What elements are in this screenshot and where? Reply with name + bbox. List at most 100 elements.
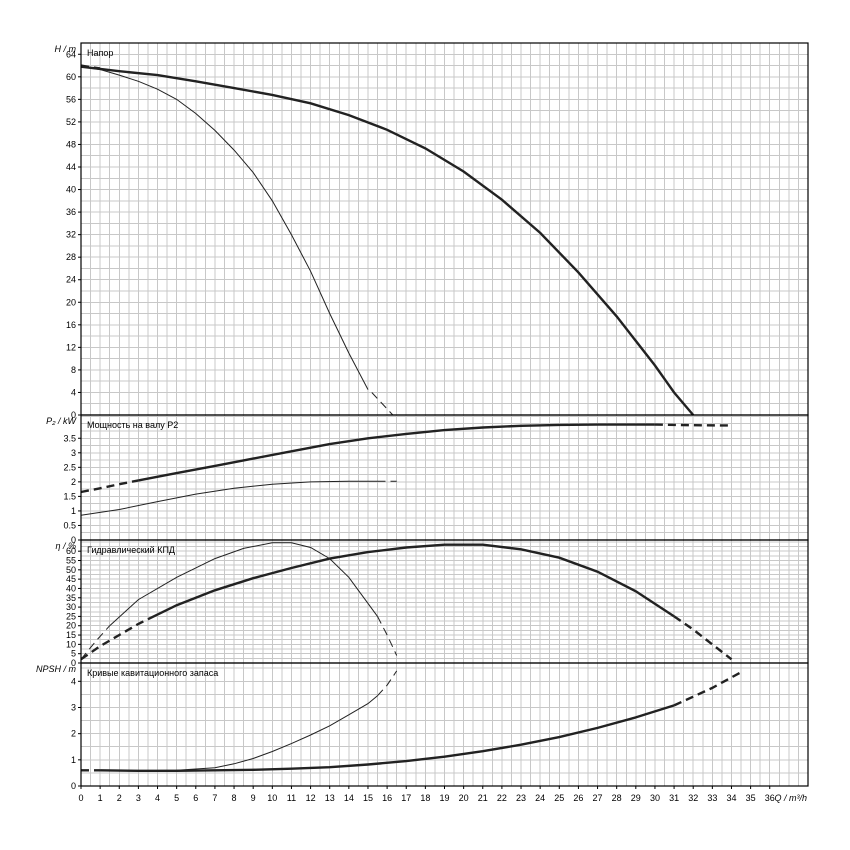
efficiency-y-tick-label: 60 [66,546,76,556]
head-y-tick-label: 20 [66,297,76,307]
x-tick-label: 11 [287,793,296,803]
power-y-tick-label: 0.5 [63,520,76,530]
efficiency-panel-title: Гидравлический КПД [87,545,175,555]
x-tick-label: 34 [726,793,736,803]
power-y-tick-label: 3.5 [63,433,76,443]
x-tick-label: 32 [688,793,698,803]
npsh-thin-dashed-curve [377,670,398,697]
npsh-bold-curve [100,704,675,772]
npsh-y-tick-label: 0 [71,781,76,791]
x-tick-label: 24 [535,793,545,803]
efficiency-y-axis-label: η / % [55,541,76,551]
efficiency-bold-dashed-curve [80,618,149,661]
efficiency-thin-curve [109,542,378,627]
efficiency-bold-curve [147,543,675,621]
x-tick-label: 19 [439,793,449,803]
x-axis-label: Q / m³/h [774,793,807,803]
x-tick-label: 2 [117,793,122,803]
x-tick-label: 36 [765,793,775,803]
power-bold-dashed-curve [80,479,139,494]
efficiency-y-tick-label: 20 [66,621,76,631]
x-tick-label: 3 [136,793,141,803]
x-tick-label: 4 [155,793,160,803]
npsh-y-tick-label: 4 [71,676,76,686]
head-y-tick-label: 4 [71,387,76,397]
x-tick-label: 26 [573,793,583,803]
efficiency-y-tick-label: 50 [66,565,76,575]
x-tick-label: 18 [420,793,430,803]
power-y-tick-label: 2 [71,477,76,487]
chart-frame [78,42,809,789]
power-y-tick-label: 1.5 [63,491,76,501]
power-y-tick-label: 1 [71,506,76,516]
efficiency-y-tick-label: 55 [66,556,76,566]
x-tick-label: 28 [612,793,622,803]
x-tick-label: 0 [78,793,83,803]
efficiency-y-tick-label: 35 [66,593,76,603]
x-tick-label: 12 [306,793,316,803]
head-bold-dashed-curve [80,64,101,70]
x-tick-label: 27 [593,793,603,803]
x-tick-label: 13 [325,793,335,803]
head-y-tick-label: 16 [66,320,76,330]
efficiency-y-tick-label: 5 [71,649,76,659]
npsh-thin-curve [100,695,378,772]
x-tick-label: 21 [478,793,488,803]
power-panel-title: Мощность на валу P2 [87,420,178,430]
head-thin-curve [80,66,369,390]
efficiency-y-tick-label: 10 [66,639,76,649]
efficiency-y-tick-label: 25 [66,611,76,621]
x-tick-label: 8 [232,793,237,803]
x-tick-label: 6 [193,793,198,803]
head-y-tick-label: 24 [66,275,76,285]
x-tick-label: 7 [212,793,217,803]
head-panel-title: Напор [87,48,113,58]
head-y-tick-label: 0 [71,410,76,420]
x-tick-label: 30 [650,793,660,803]
x-tick-label: 9 [251,793,256,803]
efficiency-thin-dashed-curve [377,616,398,656]
efficiency-bold-dashed-curve [673,615,733,661]
npsh-y-tick-label: 1 [71,755,76,765]
efficiency-y-tick-label: 0 [71,658,76,668]
x-tick-label: 23 [516,793,526,803]
x-tick-label: 14 [344,793,354,803]
x-tick-label: 22 [497,793,507,803]
head-y-tick-label: 56 [66,94,76,104]
power-y-tick-label: 2.5 [63,462,76,472]
x-tick-label: 25 [554,793,564,803]
head-y-tick-label: 36 [66,207,76,217]
x-tick-label: 20 [459,793,469,803]
npsh-y-axis-label: NPSH / m [36,664,77,674]
efficiency-y-tick-label: 40 [66,583,76,593]
head-y-tick-label: 52 [66,117,76,127]
x-tick-label: 16 [382,793,392,803]
head-bold-curve [80,65,695,416]
npsh-bold-dashed-curve [673,671,742,707]
efficiency-y-tick-label: 45 [66,574,76,584]
x-tick-label: 35 [746,793,756,803]
npsh-y-tick-label: 2 [71,729,76,739]
x-tick-label: 33 [707,793,717,803]
power-thin-curve [80,480,378,516]
head-y-tick-label: 64 [66,49,76,59]
x-tick-label: 5 [174,793,179,803]
power-y-tick-label: 3 [71,448,76,458]
head-y-axis-label: H / m [55,44,77,54]
head-y-tick-label: 40 [66,185,76,195]
power-y-tick-label: 0 [71,535,76,545]
x-tick-label: 15 [363,793,373,803]
efficiency-y-tick-label: 15 [66,630,76,640]
head-y-tick-label: 28 [66,252,76,262]
head-thin-dashed-curve [371,392,394,416]
curves [80,64,742,772]
head-y-tick-label: 12 [66,342,76,352]
head-y-tick-label: 32 [66,230,76,240]
x-tick-label: 17 [401,793,411,803]
npsh-y-tick-label: 3 [71,702,76,712]
npsh-panel-title: Кривые кавитационного запаса [87,668,218,678]
power-y-axis-label: P₂ / kW [46,416,77,426]
power-bold-curve [138,423,655,482]
